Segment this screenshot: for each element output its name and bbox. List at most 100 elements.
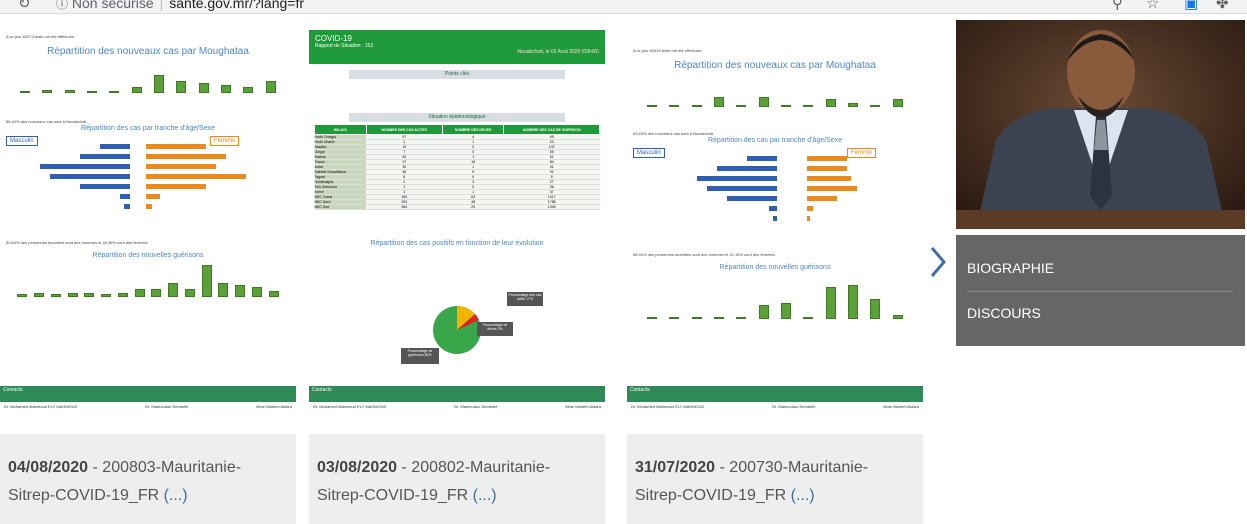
menu-item-biographie[interactable]: BIOGRAPHIE xyxy=(967,260,1055,276)
epi-table-cell: 8 xyxy=(366,174,443,180)
report-title[interactable]: 200802-Mauritanie-Sitrep-COVID-19_FR xyxy=(317,459,551,504)
age-pyramid: Masculin Féminin xyxy=(6,136,276,216)
menu-item-discours[interactable]: DISCOURS xyxy=(967,305,1041,321)
report-thumbnail[interactable]: A ce jour 63074 tests ont été effectués.… xyxy=(0,14,296,416)
doc-contacts: Dr. Mohamed Mahmoud ELY MAHMOUD Dr. Mamou… xyxy=(4,404,292,409)
epi-table-row: Brakna 53 1 61 xyxy=(314,154,600,160)
read-more-link[interactable]: (...) xyxy=(472,487,497,504)
doc-stat-2: 63,63% des nouveaux cas sont à Nouakchot… xyxy=(633,131,715,136)
legend-masculin: Masculin xyxy=(633,148,665,158)
epi-table-cell: 57 xyxy=(366,134,443,140)
epi-table-row: NKC Nord 293 48 1788 xyxy=(314,199,600,205)
doc-stat-1: A ce jour 63074 tests ont été effectués. xyxy=(6,34,76,39)
epi-table-cell: 284 xyxy=(366,204,443,210)
doc-contacts: Dr. Mohamed Mahmoud ELY MAHMOUD Dr. Mamou… xyxy=(313,404,601,409)
epi-table-row: Gorgol 7 0 55 xyxy=(314,149,600,155)
epi-table-cell: 25 xyxy=(442,204,504,210)
report-caption[interactable]: 04/08/2020 - 200803-Mauritanie-Sitrep-CO… xyxy=(0,434,296,524)
doc-stat-1: A ce jour 62620 tests ont été effectués. xyxy=(633,48,703,53)
pie-label-box-3 xyxy=(507,292,543,306)
read-more-link[interactable]: (...) xyxy=(790,487,815,504)
epi-table-header: NOMBRE DES DECES xyxy=(441,124,505,135)
epi-table-header: NOMBRE DES CAS ACTIFS xyxy=(365,124,443,135)
bar-chart-recoveries xyxy=(627,275,923,319)
epi-table-cell: 0 xyxy=(442,174,504,180)
epi-table-row: Tiris Zemmour 1 0 36 xyxy=(314,184,600,190)
epi-table-cell: 293 xyxy=(366,199,443,205)
epi-table-cell: 0 xyxy=(442,149,504,155)
bar-chart-recoveries xyxy=(0,263,296,297)
minister-photo xyxy=(956,20,1245,229)
epi-table-cell: 8 xyxy=(503,174,600,180)
bookmark-star-icon[interactable]: ☆ xyxy=(1146,0,1160,12)
url-text: sante.gov.mr/?lang=fr xyxy=(169,0,305,11)
legend-feminin: Féminin xyxy=(847,148,877,158)
legend-masculin: Masculin xyxy=(6,136,38,146)
epi-table-header: WILAYA xyxy=(314,124,367,135)
security-label: Non sécurisé xyxy=(71,0,154,11)
carousel-next-arrow-icon[interactable] xyxy=(928,244,948,280)
doc-footer: Contacts xyxy=(627,386,923,402)
doc-chart-title: Répartition des cas positifs en fonction… xyxy=(370,240,544,247)
epi-table-cell: 46 xyxy=(366,169,443,175)
report-date: 03/08/2020 xyxy=(317,459,398,476)
epi-table-cell: 48 xyxy=(442,199,504,205)
epi-table-cell: 1 xyxy=(366,189,443,195)
epi-table-cell: 53 xyxy=(366,154,443,160)
report-date: 04/08/2020 xyxy=(8,459,89,476)
report-thumbnail[interactable]: COVID-19 Rapport de Situation : 153 Noua… xyxy=(309,14,605,416)
section-key-points: Points clés xyxy=(349,70,565,79)
epi-table-row: Dakhlet Nouadhibou 46 0 91 xyxy=(314,169,600,175)
puzzle-icon[interactable]: ✤ xyxy=(1216,0,1229,12)
extension-icon[interactable]: ▣ xyxy=(1184,0,1199,12)
epi-table-row: Tagant 8 0 8 xyxy=(314,174,600,180)
doc-title-age: Répartition des cas par tranche d'âge/Se… xyxy=(707,137,843,144)
report-caption[interactable]: 03/08/2020 - 200802-Mauritanie-Sitrep-CO… xyxy=(309,434,605,524)
report-title[interactable]: 200803-Mauritanie-Sitrep-COVID-19_FR xyxy=(8,459,242,504)
side-menu: BIOGRAPHIE DISCOURS xyxy=(956,235,1245,346)
doc-title-recoveries: Répartition des nouvelles guérisons xyxy=(92,252,204,259)
epi-table-cell: 27 xyxy=(366,159,443,165)
report-thumbnail[interactable]: A ce jour 62620 tests ont été effectués.… xyxy=(627,14,923,416)
epi-table-cell: 1 xyxy=(442,189,504,195)
epi-table-cell: Brakna xyxy=(314,154,367,160)
epi-table-cell: 45 xyxy=(503,134,600,140)
doc-title-moughataa: Répartition des nouveaux cas par Moughat… xyxy=(47,46,249,57)
report-caption[interactable]: 31/07/2020 - 200730-Mauritanie-Sitrep-CO… xyxy=(627,434,923,524)
epi-table-cell: Gorgol xyxy=(314,149,367,155)
doc-title-moughataa: Répartition des nouveaux cas par Moughat… xyxy=(674,60,876,71)
doc-stat-3: 50,64% des personnes touchées sont des h… xyxy=(6,240,149,245)
info-icon[interactable]: ⓘ xyxy=(56,0,69,11)
epi-table-cell: 30 xyxy=(366,164,443,170)
epi-table-cell: 3 xyxy=(442,179,504,185)
epi-table-cell: 2 xyxy=(442,144,504,150)
epi-table-header: NOMBRE DES CAS DE GUERISON xyxy=(503,124,600,135)
main-content: A ce jour 63074 tests ont été effectués.… xyxy=(0,14,1247,524)
zoom-icon[interactable]: ⚲ xyxy=(1112,0,1123,12)
epi-table-cell: 1417 xyxy=(503,194,600,200)
address-bar[interactable]: ⓘ Non sécurisé | sante.gov.mr/?lang=fr xyxy=(56,0,304,13)
epi-table-cell: 1 xyxy=(442,164,504,170)
epi-table-row: Adrar 30 1 41 xyxy=(314,164,600,170)
epi-table-cell: NKC Ouest xyxy=(314,194,367,200)
epi-table-cell: Tiris Zemmour xyxy=(314,184,367,190)
epi-table-cell: NKC Sud xyxy=(314,204,367,210)
epi-table-cell: 1 xyxy=(442,154,504,160)
epi-table-cell: 142 xyxy=(503,144,600,150)
epi-table-cell: 41 xyxy=(503,164,600,170)
read-more-link[interactable]: (...) xyxy=(163,487,188,504)
report-title[interactable]: 200730-Mauritanie-Sitrep-COVID-19_FR xyxy=(635,459,869,504)
reload-icon[interactable]: ↻ xyxy=(18,0,31,12)
epi-table-row: Trarza 27 18 84 xyxy=(314,159,600,165)
epi-table-cell: 0 xyxy=(442,184,504,190)
epi-table-cell: 15 xyxy=(366,144,443,150)
epi-table-row: Assaba 15 2 142 xyxy=(314,144,600,150)
key-points-text xyxy=(309,81,605,109)
doc-header: COVID-19 Rapport de Situation : 153 Noua… xyxy=(309,30,605,64)
epi-table-cell: Tagant xyxy=(314,174,367,180)
epi-table-cell: 20 xyxy=(503,139,600,145)
epi-table-cell: 27 xyxy=(503,179,600,185)
epi-table: WILAYA NOMBRE DES CAS ACTIFS NOMBRE DES DE… xyxy=(314,124,600,210)
pie-chart xyxy=(401,292,543,364)
epi-table-cell: 4 xyxy=(442,134,504,140)
